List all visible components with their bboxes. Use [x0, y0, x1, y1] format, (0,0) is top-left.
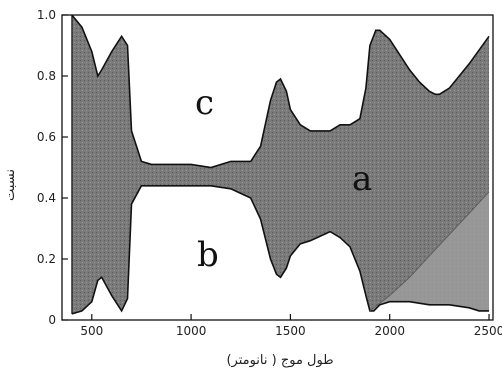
y-tick-label: 0 — [48, 313, 56, 327]
lower-boundary-line — [71, 185, 489, 315]
region-label-c: c — [195, 83, 214, 123]
sub-boundary-line — [369, 191, 490, 312]
sub-band-area — [369, 191, 489, 311]
x-tick-label: 500 — [80, 324, 103, 338]
plot-frame — [61, 14, 494, 321]
x-tick-label: 1000 — [176, 324, 207, 338]
region-label-b: b — [197, 235, 219, 275]
y-tick-label: 0.8 — [37, 69, 56, 83]
region-label-a: a — [352, 159, 372, 199]
x-axis-title: طول موج ( نانومتر) — [226, 353, 333, 368]
x-tick-label: 2000 — [374, 324, 405, 338]
axes: 0 0.2 0.4 0.6 0.8 1.0 500 1000 1500 2000 2500 — [37, 8, 502, 338]
y-axis-title: نسبت — [3, 169, 18, 201]
band-area-a — [71, 15, 490, 314]
y-tick-label: 0.6 — [37, 130, 56, 144]
x-tick-label: 2500 — [474, 324, 502, 338]
x-tick-label: 1500 — [275, 324, 306, 338]
upper-boundary-line — [71, 14, 490, 169]
y-tick-label: 0.2 — [37, 252, 56, 266]
y-tick-label: 0.4 — [37, 191, 56, 205]
y-tick-label: 1.0 — [37, 8, 56, 22]
plot-area — [71, 14, 490, 315]
